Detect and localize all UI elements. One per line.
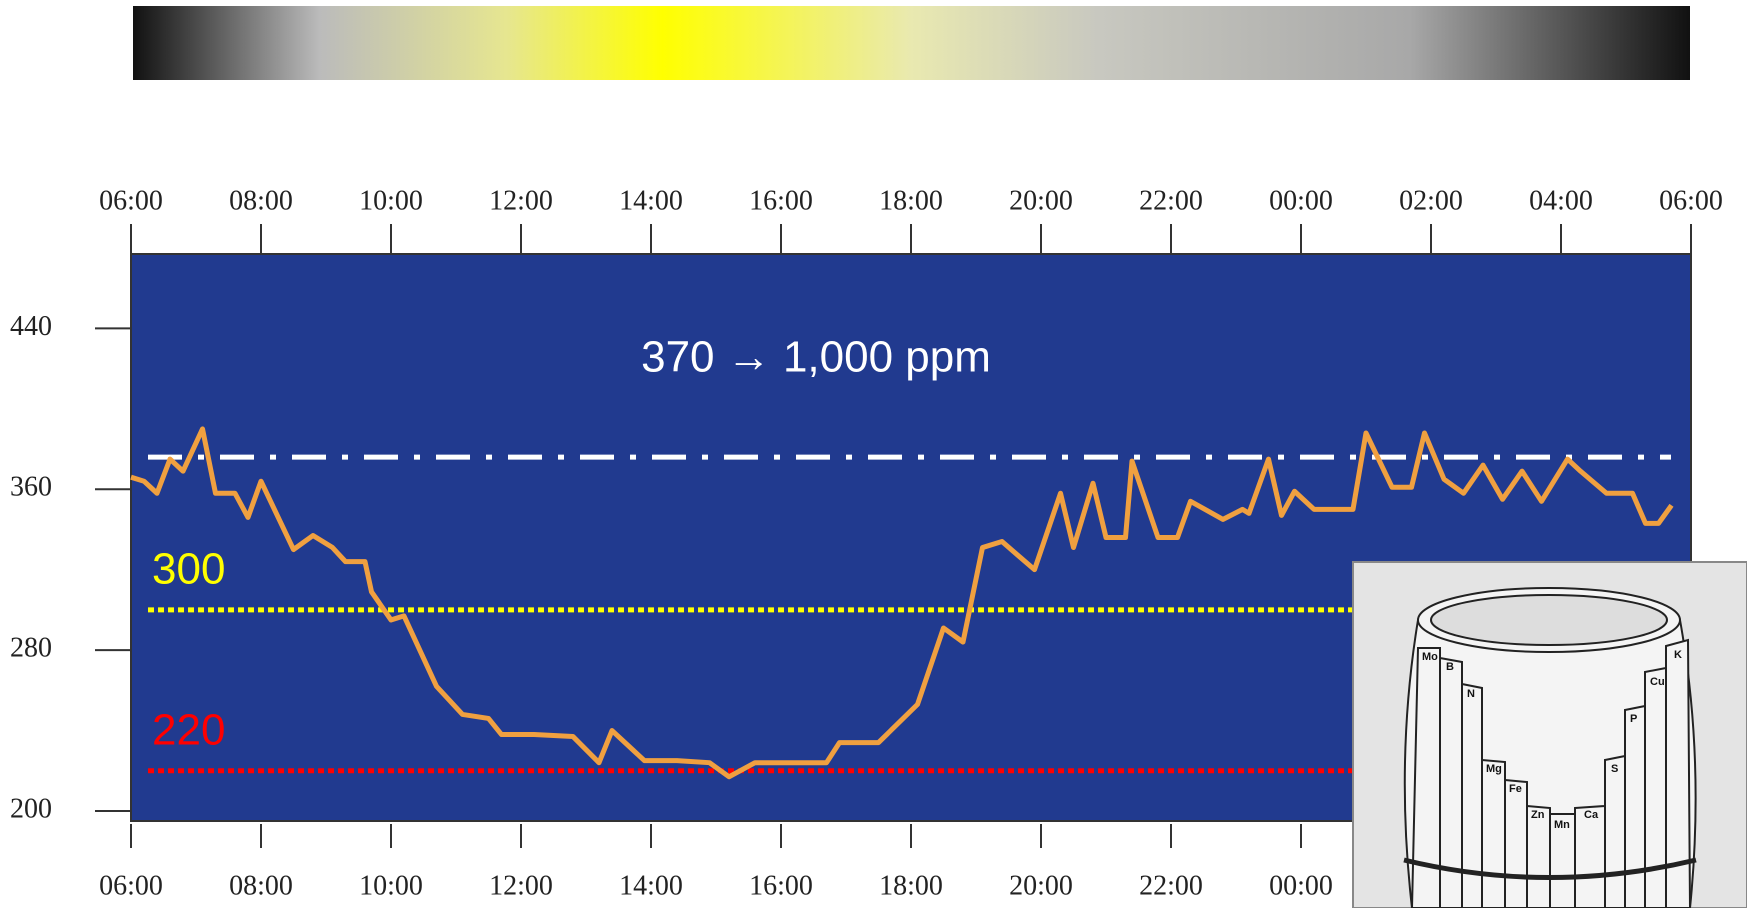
- x-tick-label: 00:00: [1269, 870, 1333, 901]
- element-label: P: [1630, 713, 1637, 725]
- element-label: N: [1467, 688, 1475, 700]
- barrel-rim: [1431, 595, 1667, 645]
- element-label: Fe: [1509, 783, 1522, 795]
- x-tick-label: 16:00: [749, 185, 813, 216]
- element-label: Cu: [1650, 676, 1665, 688]
- x-tick-label: 06:00: [1659, 185, 1723, 216]
- reference-label: 220: [152, 705, 225, 754]
- x-tick-label: 18:00: [879, 870, 943, 901]
- reference-label: 300: [152, 545, 225, 594]
- x-tick-label: 14:00: [619, 185, 683, 216]
- barrel-inset: Mo B N Mg Fe Zn Mn Ca S P Cu K: [1353, 562, 1747, 908]
- x-tick-label: 10:00: [359, 185, 423, 216]
- x-tick-label: 12:00: [489, 870, 553, 901]
- element-label: B: [1446, 661, 1454, 673]
- y-tick-label: 440: [10, 311, 52, 342]
- x-tick-label: 22:00: [1139, 870, 1203, 901]
- x-tick-label: 06:00: [99, 185, 163, 216]
- element-label: K: [1674, 649, 1682, 661]
- element-label: Mn: [1554, 819, 1570, 831]
- x-tick-label: 08:00: [229, 185, 293, 216]
- x-tick-label: 10:00: [359, 870, 423, 901]
- y-tick-label: 200: [10, 793, 52, 824]
- y-tick-label: 360: [10, 472, 52, 503]
- element-label: Mg: [1486, 763, 1502, 775]
- element-label: Ca: [1584, 809, 1599, 821]
- x-tick-label: 04:00: [1529, 185, 1593, 216]
- header-bar: [133, 6, 1690, 80]
- annotation: 370 → 1,000 ppm: [641, 333, 991, 382]
- barrel: [1404, 588, 1696, 908]
- x-tick-label: 22:00: [1139, 185, 1203, 216]
- x-tick-label: 02:00: [1399, 185, 1463, 216]
- x-tick-label: 12:00: [489, 185, 553, 216]
- element-label: S: [1611, 763, 1618, 775]
- x-tick-label: 20:00: [1009, 870, 1073, 901]
- x-tick-label: 08:00: [229, 870, 293, 901]
- x-tick-label: 00:00: [1269, 185, 1333, 216]
- x-tick-label: 16:00: [749, 870, 813, 901]
- page: 06:00 06:00 08:00 08:00 10:00 10:00 12:00 12:00…: [0, 0, 1747, 908]
- x-tick-label: 14:00: [619, 870, 683, 901]
- y-tick-label: 280: [10, 633, 52, 664]
- element-label: Zn: [1531, 809, 1545, 821]
- element-label: Mo: [1422, 651, 1438, 663]
- x-tick-label: 20:00: [1009, 185, 1073, 216]
- x-tick-label: 06:00: [99, 870, 163, 901]
- slide: 06:00 06:00 08:00 08:00 10:00 10:00 12:00 12:00…: [0, 0, 1747, 908]
- x-tick-label: 18:00: [879, 185, 943, 216]
